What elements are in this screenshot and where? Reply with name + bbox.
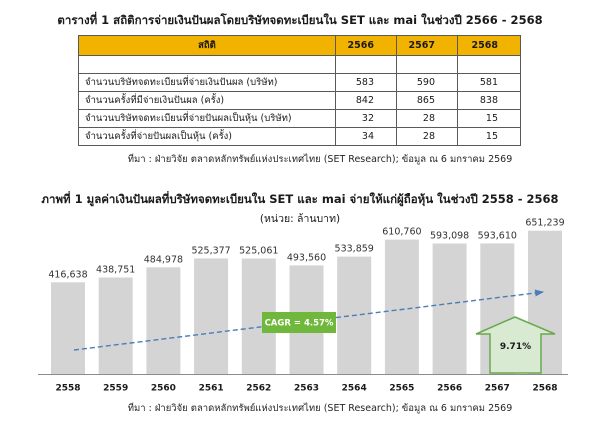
spacer-cell (457, 55, 521, 74)
growth-callout: 9.71% (475, 316, 556, 374)
bar-value-label-2563: 493,560 (287, 252, 326, 263)
up-arrow-icon (475, 316, 556, 374)
column-header-2566: 2566 (335, 35, 397, 56)
bar-value-label-2568: 651,239 (525, 218, 564, 229)
row-value-2567: 865 (396, 91, 458, 110)
bar-value-label-2565: 610,760 (382, 227, 421, 238)
row-label: จำนวนบริษัทจดทะเบียนที่จ่ายเงินปันผล (บร… (78, 73, 336, 92)
row-value-2566: 583 (335, 73, 397, 92)
bar-value-label-2562: 525,061 (239, 246, 278, 257)
dividend-bar-chart: 416,638 438,751 484,978 525,377 525,061 493,5… (38, 218, 568, 394)
chart-unit-label: (หน่วย: ล้านบาท) (259, 213, 341, 225)
bar-value-label-2566: 593,098 (430, 231, 469, 242)
column-header-2568: 2568 (457, 35, 521, 56)
chart-title: ภาพที่ 1 มูลค่าเงินปันผลที่บริษัทจดทะเบี… (41, 192, 559, 206)
row-value-2566: 842 (335, 91, 397, 110)
bar-value-label-2558: 416,638 (48, 269, 87, 280)
row-label: จำนวนบริษัทจดทะเบียนที่จ่ายปันผลเป็นหุ้น… (78, 109, 336, 128)
row-value-2566: 32 (335, 109, 397, 128)
cagr-box (262, 312, 336, 333)
row-value-2567: 28 (396, 127, 458, 146)
spacer-cell (335, 55, 397, 74)
cagr-label: CAGR = 4.57% (265, 319, 334, 329)
bar-2558 (51, 282, 85, 374)
row-label: จำนวนครั้งที่จ่ายปันผลเป็นหุ้น (ครั้ง) (78, 127, 336, 146)
growth-label: 9.71% (500, 342, 531, 352)
x-tick-label-2559: 2559 (103, 384, 128, 394)
row-value-2567: 590 (396, 73, 458, 92)
chart-source-note: ที่มา : ฝ่ายวิจัย ตลาดหลักทรัพย์แห่งประเ… (127, 403, 513, 414)
spacer-cell (78, 55, 336, 74)
bar-2565 (384, 239, 419, 374)
bar-value-labels-group: 416,638 438,751 484,978 525,377 525,061 493,5… (48, 218, 564, 281)
x-tick-label-2562: 2562 (246, 384, 271, 394)
row-value-2568: 581 (457, 73, 521, 92)
row-label: จำนวนครั้งที่มีจ่ายเงินปันผล (ครั้ง) (78, 91, 336, 110)
table-row: จำนวนครั้งที่มีจ่ายเงินปันผล (ครั้ง) 842… (78, 91, 521, 110)
row-value-2568: 15 (457, 127, 521, 146)
bars-group (51, 230, 562, 374)
row-value-2568: 838 (457, 91, 521, 110)
column-header-statistic: สถิติ (78, 35, 336, 56)
x-tick-label-2561: 2561 (199, 384, 224, 394)
table-source-note: ที่มา : ฝ่ายวิจัย ตลาดหลักทรัพย์แห่งประเ… (127, 154, 513, 165)
bar-value-label-2559: 438,751 (96, 265, 135, 276)
table-row: จำนวนบริษัทจดทะเบียนที่จ่ายปันผลเป็นหุ้น… (78, 109, 521, 128)
bar-2566 (432, 243, 467, 374)
spacer-cell (396, 55, 458, 74)
table-row: จำนวนครั้งที่จ่ายปันผลเป็นหุ้น (ครั้ง) 3… (78, 127, 521, 146)
x-tick-label-2566: 2566 (437, 384, 462, 394)
row-value-2567: 28 (396, 109, 458, 128)
x-tick-label-2567: 2567 (485, 384, 510, 394)
x-tick-label-2565: 2565 (389, 384, 414, 394)
x-tick-label-2563: 2563 (294, 384, 319, 394)
x-tick-label-2564: 2564 (342, 384, 367, 394)
column-header-2567: 2567 (396, 35, 458, 56)
table-title: ตารางที่ 1 สถิติการจ่ายเงินปันผลโดยบริษั… (57, 13, 543, 27)
bar-value-label-2561: 525,377 (191, 245, 230, 256)
bar-2561 (194, 258, 229, 374)
row-value-2568: 15 (457, 109, 521, 128)
bar-value-label-2567: 593,610 (478, 230, 517, 241)
x-tick-label-2568: 2568 (532, 384, 557, 394)
row-value-2566: 34 (335, 127, 397, 146)
table-spacer-row (78, 55, 521, 74)
bar-2560 (146, 267, 181, 374)
bar-2559 (98, 277, 133, 374)
table-row: จำนวนบริษัทจดทะเบียนที่จ่ายเงินปันผล (บร… (78, 73, 521, 92)
bar-value-label-2560: 484,978 (144, 254, 183, 265)
x-tick-label-2560: 2560 (151, 384, 176, 394)
x-tick-label-2558: 2558 (55, 384, 80, 394)
dividend-statistics-table: สถิติ 2566 2567 2568 จำนวนบริษัทจดทะเบีย… (78, 35, 521, 146)
table-header-row: สถิติ 2566 2567 2568 (78, 35, 521, 56)
x-tick-labels-group: 2558 2559 2560 2561 2562 2563 2564 2565 2566 2567… (55, 384, 557, 394)
bar-value-label-2564: 533,859 (335, 244, 374, 255)
cagr-callout: CAGR = 4.57% (262, 312, 336, 333)
